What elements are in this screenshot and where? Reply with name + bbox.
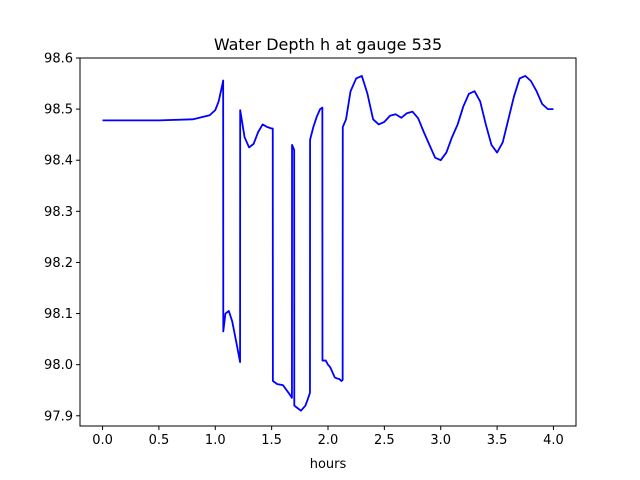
y-axis: 97.9 98.0 98.1 98.2 98.3 98.4 98.5 98.6 (44, 52, 80, 424)
x-tick-label: 0.5 (149, 433, 170, 448)
x-tick-label: 1.0 (205, 433, 226, 448)
x-tick-label: 3.5 (487, 433, 508, 448)
chart-title: Water Depth h at gauge 535 (214, 35, 442, 54)
series-line-0 (102, 74, 554, 412)
y-tick-label: 97.9 (44, 409, 73, 424)
y-tick-label: 98.5 (44, 103, 73, 118)
y-tick-label: 98.2 (44, 256, 73, 271)
x-tick-label: 3.0 (430, 433, 451, 448)
y-tick-label: 98.1 (44, 307, 73, 322)
plot-area (102, 74, 554, 412)
y-tick-label: 98.6 (44, 52, 73, 67)
y-tick-label: 98.4 (44, 154, 73, 169)
x-tick-label: 2.5 (374, 433, 395, 448)
x-tick-label: 4.0 (543, 433, 564, 448)
y-tick-label: 98.0 (44, 358, 73, 373)
y-tick-label: 98.3 (44, 205, 73, 220)
x-tick-label: 1.5 (261, 433, 282, 448)
x-axis-label: hours (310, 457, 347, 472)
x-axis: 0.0 0.5 1.0 1.5 2.0 2.5 3.0 3.5 4.0 (92, 426, 564, 448)
x-tick-label: 2.0 (318, 433, 339, 448)
x-tick-label: 0.0 (92, 433, 113, 448)
